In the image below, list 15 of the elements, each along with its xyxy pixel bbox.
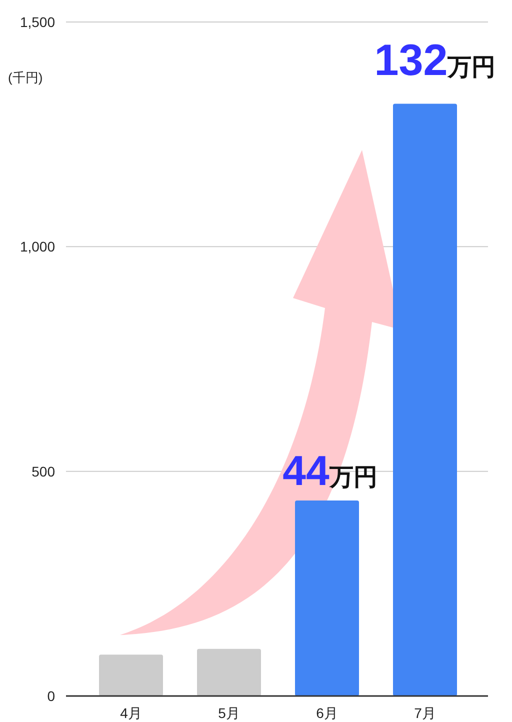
y-axis-title: (千円)	[8, 70, 43, 85]
y-tick-label: 0	[47, 688, 56, 704]
bar	[295, 500, 359, 696]
y-tick-label: 1,000	[20, 238, 56, 255]
x-tick-label: 4月	[120, 705, 142, 721]
x-tick-label: 6月	[316, 705, 338, 721]
x-tick-label: 7月	[414, 705, 436, 721]
annotation: 132万円	[374, 36, 496, 85]
bar	[99, 654, 163, 696]
x-tick-label: 5月	[218, 705, 240, 721]
bar	[393, 104, 457, 696]
y-tick-label: 500	[32, 463, 56, 480]
bar	[197, 648, 261, 696]
annotation: 44万円	[282, 447, 378, 494]
y-tick-label: 1,500	[20, 14, 56, 30]
